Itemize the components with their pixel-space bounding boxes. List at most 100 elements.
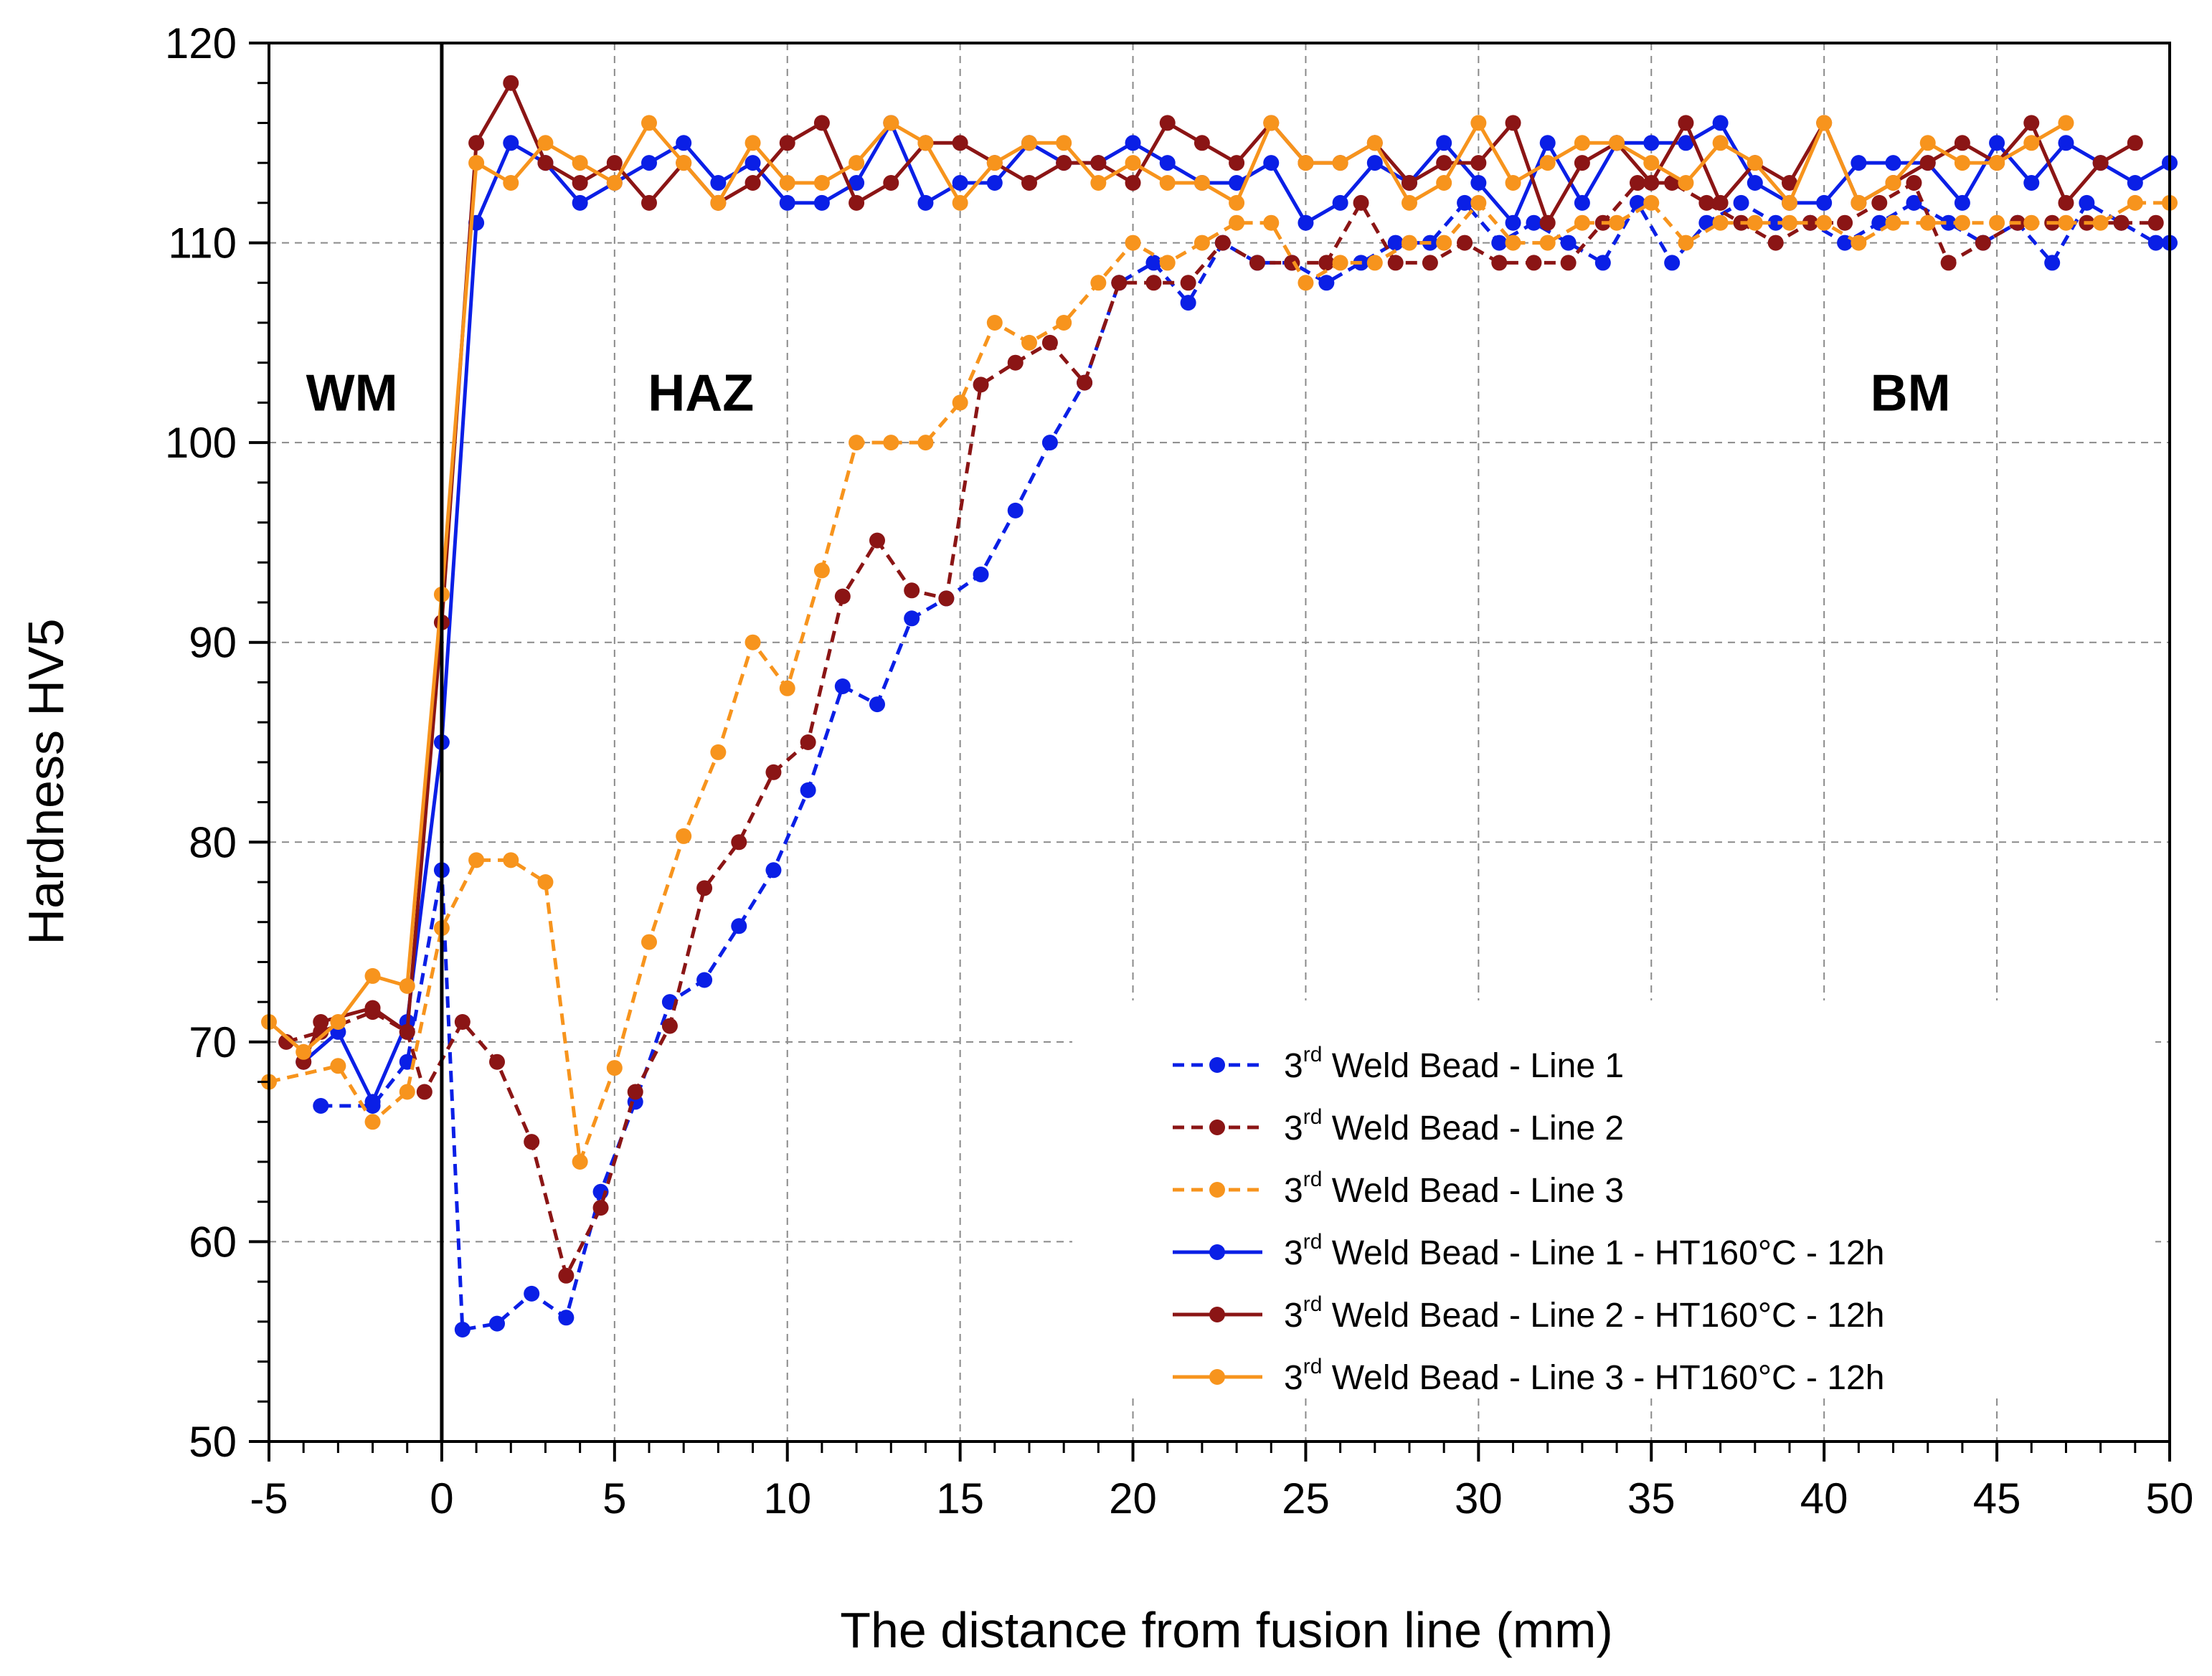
data-point	[765, 764, 782, 780]
x-tick-label: 50	[2146, 1474, 2194, 1523]
data-point	[1712, 135, 1729, 151]
x-tick-label: 0	[430, 1474, 453, 1523]
legend-item: 3rd Weld Bead - Line 2 - HT160°C - 12h	[1173, 1292, 1884, 1335]
data-point	[1214, 235, 1231, 251]
data-point	[1457, 235, 1473, 251]
y-tick-label: 90	[189, 619, 237, 667]
data-point	[1402, 175, 1417, 191]
data-point	[1332, 155, 1348, 171]
legend-label: 3rd Weld Bead - Line 3 - HT160°C - 12h	[1284, 1355, 1884, 1397]
data-point	[1851, 194, 1867, 211]
data-point	[917, 135, 934, 151]
data-point	[1539, 135, 1556, 151]
data-point	[800, 782, 816, 798]
data-point	[313, 1014, 329, 1030]
data-point	[1159, 255, 1176, 271]
data-point	[938, 590, 955, 607]
data-point	[986, 155, 1003, 171]
data-point	[1229, 175, 1245, 191]
data-point	[524, 1134, 540, 1150]
legend-item: 3rd Weld Bead - Line 1	[1173, 1043, 1624, 1085]
data-point	[1298, 155, 1314, 171]
data-point	[1539, 214, 1556, 231]
data-point	[296, 1043, 312, 1060]
data-point	[765, 862, 782, 879]
data-point	[1056, 315, 1072, 331]
data-point	[2023, 175, 2040, 191]
data-point	[2127, 135, 2143, 151]
legend-label: 3rd Weld Bead - Line 1	[1284, 1043, 1624, 1085]
series-6	[261, 115, 2074, 1060]
data-point	[1159, 175, 1176, 191]
data-point	[1491, 235, 1508, 251]
data-point	[904, 610, 920, 627]
data-point	[2092, 155, 2109, 171]
data-point	[641, 194, 657, 211]
data-point	[1180, 295, 1196, 311]
legend-label: 3rd Weld Bead - Line 3	[1284, 1168, 1624, 1210]
data-point	[1366, 155, 1383, 171]
data-point	[1560, 235, 1577, 251]
data-point	[2023, 115, 2040, 131]
legend: 3rd Weld Bead - Line 1 3rd Weld Bead - Li…	[1072, 1000, 2155, 1397]
data-point	[1041, 334, 1058, 351]
data-point	[1402, 235, 1417, 251]
data-point	[1767, 214, 1784, 231]
data-point	[489, 1054, 505, 1070]
data-point	[1678, 135, 1694, 151]
data-point	[973, 377, 989, 393]
data-point	[1021, 135, 1037, 151]
data-point	[606, 175, 623, 191]
legend-marker-swatch	[1209, 1307, 1225, 1322]
data-point	[537, 135, 554, 151]
data-point	[1436, 235, 1452, 251]
data-point	[1733, 194, 1749, 211]
data-point	[1470, 175, 1487, 191]
data-point	[1505, 115, 1521, 131]
data-point	[1594, 255, 1611, 271]
data-point	[1954, 155, 1970, 171]
data-point	[1643, 155, 1660, 171]
data-point	[2058, 194, 2074, 211]
y-tick-label: 110	[168, 219, 237, 268]
data-point	[364, 967, 381, 984]
data-point	[710, 175, 727, 191]
legend-item: 3rd Weld Bead - Line 3	[1173, 1168, 1624, 1210]
data-point	[710, 744, 727, 760]
data-point	[779, 194, 795, 211]
data-point	[1574, 214, 1590, 231]
data-point	[1457, 194, 1473, 211]
data-point	[1712, 115, 1729, 131]
data-point	[1539, 155, 1556, 171]
data-point	[1387, 255, 1404, 271]
data-point	[745, 135, 761, 151]
data-point	[2127, 194, 2143, 211]
data-point	[1906, 194, 1922, 211]
data-point	[1021, 175, 1037, 191]
data-point	[1851, 235, 1867, 251]
data-point	[779, 135, 795, 151]
data-point	[1816, 214, 1833, 231]
x-tick-label: -5	[250, 1474, 288, 1523]
data-point	[1436, 135, 1452, 151]
data-point	[1090, 155, 1107, 171]
data-point	[696, 880, 713, 896]
data-point	[696, 972, 713, 988]
data-point	[1954, 214, 1970, 231]
data-point	[676, 155, 692, 171]
data-point	[1298, 275, 1314, 291]
legend-label: 3rd Weld Bead - Line 2 - HT160°C - 12h	[1284, 1292, 1884, 1335]
x-tick-label: 10	[763, 1474, 811, 1523]
data-point	[1609, 214, 1625, 231]
data-point	[1229, 155, 1245, 171]
data-point	[1609, 135, 1625, 151]
data-point	[1574, 135, 1590, 151]
data-point	[869, 532, 885, 549]
data-point	[1436, 175, 1452, 191]
data-point	[1526, 214, 1542, 231]
data-point	[1056, 155, 1072, 171]
data-point	[849, 175, 865, 191]
data-point	[1387, 235, 1404, 251]
data-point	[1505, 214, 1521, 231]
